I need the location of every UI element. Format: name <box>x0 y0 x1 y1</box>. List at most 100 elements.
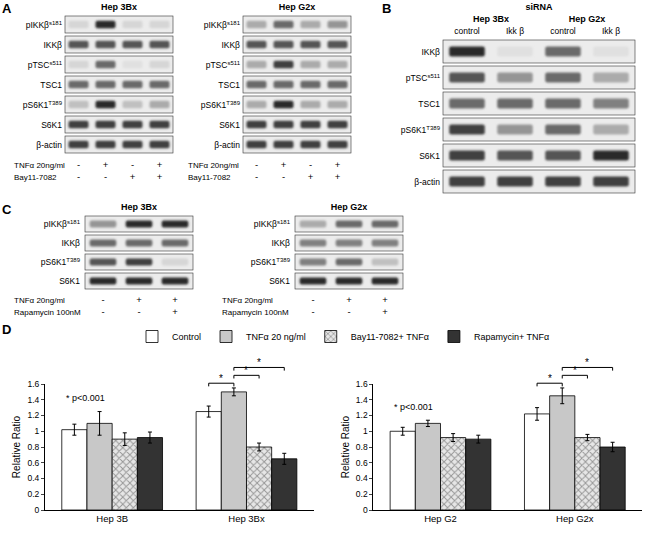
svg-text:1.4: 1.4 <box>356 395 368 405</box>
svg-text:pS6K1T389: pS6K1T389 <box>251 257 291 267</box>
svg-text:+: + <box>172 306 178 317</box>
svg-text:+: + <box>157 159 163 170</box>
svg-text:0.8: 0.8 <box>356 442 368 452</box>
svg-text:0.2: 0.2 <box>356 489 368 499</box>
svg-text:B: B <box>382 1 391 16</box>
svg-text:Bay11-7082+ TNFα: Bay11-7082+ TNFα <box>351 332 429 342</box>
svg-text:pIKKβs181: pIKKβs181 <box>204 20 241 30</box>
svg-text:Hep 3Bx: Hep 3Bx <box>473 14 509 24</box>
svg-text:+: + <box>335 159 341 170</box>
svg-text:-: - <box>309 159 312 170</box>
svg-text:-: - <box>255 171 258 182</box>
svg-text:Rapamycin 100nM: Rapamycin 100nM <box>222 308 289 317</box>
svg-text:+: + <box>136 294 142 305</box>
svg-text:control: control <box>550 26 576 36</box>
svg-text:*: * <box>219 373 223 384</box>
svg-text:-: - <box>347 306 350 317</box>
svg-text:pTSCs511: pTSCs511 <box>406 73 441 83</box>
svg-text:+: + <box>308 171 314 182</box>
svg-text:Hep G2x: Hep G2x <box>556 513 594 524</box>
svg-text:*: * <box>548 373 552 384</box>
svg-text:pS6K1T389: pS6K1T389 <box>201 100 241 110</box>
svg-text:-: - <box>255 159 258 170</box>
svg-text:*: * <box>573 365 577 376</box>
svg-text:Bay11-7082: Bay11-7082 <box>14 173 57 182</box>
svg-text:0.6: 0.6 <box>356 458 368 468</box>
svg-text:Relative Ratio: Relative Ratio <box>340 415 351 478</box>
svg-text:TSC1: TSC1 <box>218 80 240 90</box>
svg-text:-: - <box>77 159 80 170</box>
svg-text:+: + <box>346 294 352 305</box>
svg-text:-: - <box>311 294 314 305</box>
svg-text:-: - <box>131 159 134 170</box>
svg-text:Hep 3Bx: Hep 3Bx <box>228 513 265 524</box>
svg-text:* p<0.001: * p<0.001 <box>66 393 105 403</box>
svg-text:Relative Ratio: Relative Ratio <box>11 415 22 478</box>
svg-text:0: 0 <box>363 505 368 515</box>
svg-text:pTSCs511: pTSCs511 <box>206 60 241 70</box>
svg-text:+: + <box>157 171 163 182</box>
svg-text:*: * <box>244 365 248 376</box>
svg-text:-: - <box>311 306 314 317</box>
svg-text:pIKKβs181: pIKKβs181 <box>26 20 63 30</box>
svg-text:Rapamycin+ TNFα: Rapamycin+ TNFα <box>474 332 549 342</box>
svg-text:Hep 3Bx: Hep 3Bx <box>121 202 157 212</box>
svg-text:A: A <box>2 1 12 16</box>
svg-text:1.2: 1.2 <box>356 410 368 420</box>
svg-text:Hep G2: Hep G2 <box>424 513 457 524</box>
svg-text:1.4: 1.4 <box>27 395 39 405</box>
svg-text:siRNA: siRNA <box>525 2 553 12</box>
svg-text:TNFα 20ng/ml: TNFα 20ng/ml <box>222 296 273 305</box>
svg-text:Hep G2x: Hep G2x <box>279 2 316 12</box>
svg-text:1.6: 1.6 <box>27 379 39 389</box>
svg-text:1.2: 1.2 <box>27 410 39 420</box>
svg-text:pS6K1T389: pS6K1T389 <box>41 257 81 267</box>
svg-text:+: + <box>103 159 109 170</box>
svg-text:β-actin: β-actin <box>214 140 240 150</box>
svg-text:TNFα 20ng/ml: TNFα 20ng/ml <box>14 161 65 170</box>
svg-text:1: 1 <box>363 426 368 436</box>
svg-text:IKKβ: IKKβ <box>61 238 80 248</box>
svg-text:-: - <box>137 306 140 317</box>
svg-text:Bay11-7082: Bay11-7082 <box>188 173 231 182</box>
svg-text:IKKβ: IKKβ <box>43 40 62 50</box>
svg-text:0.4: 0.4 <box>356 473 368 483</box>
svg-text:IKKβ: IKKβ <box>421 47 440 57</box>
svg-text:+: + <box>130 171 136 182</box>
svg-text:Hep 3B: Hep 3B <box>96 513 128 524</box>
svg-text:+: + <box>382 294 388 305</box>
svg-text:Ikk β: Ikk β <box>506 26 524 36</box>
svg-text:0.6: 0.6 <box>27 458 39 468</box>
svg-text:S6K1: S6K1 <box>269 276 290 286</box>
svg-text:D: D <box>2 322 11 337</box>
svg-text:pTSCs511: pTSCs511 <box>28 60 63 70</box>
svg-text:-: - <box>77 171 80 182</box>
svg-text:TNFα 20ng/ml: TNFα 20ng/ml <box>188 161 239 170</box>
svg-text:-: - <box>101 306 104 317</box>
svg-text:Hep 3Bx: Hep 3Bx <box>101 2 137 12</box>
svg-text:+: + <box>382 306 388 317</box>
svg-text:S6K1: S6K1 <box>59 276 80 286</box>
svg-text:β-actin: β-actin <box>414 177 440 187</box>
svg-text:+: + <box>335 171 341 182</box>
svg-text:IKKβ: IKKβ <box>271 238 290 248</box>
svg-text:1: 1 <box>35 426 40 436</box>
svg-text:+: + <box>281 159 287 170</box>
svg-text:-: - <box>101 294 104 305</box>
svg-text:pS6K1T389: pS6K1T389 <box>23 100 63 110</box>
svg-text:TNFα 20ng/ml: TNFα 20ng/ml <box>14 296 65 305</box>
svg-text:pIKKβs181: pIKKβs181 <box>44 219 81 229</box>
svg-text:pIKKβs181: pIKKβs181 <box>254 219 291 229</box>
svg-text:Ikk β: Ikk β <box>602 26 620 36</box>
svg-text:IKKβ: IKKβ <box>221 40 240 50</box>
svg-text:control: control <box>454 26 480 36</box>
svg-text:* p<0.001: * p<0.001 <box>394 402 433 412</box>
svg-text:*: * <box>585 357 589 368</box>
svg-text:pS6K1T389: pS6K1T389 <box>401 125 441 135</box>
svg-text:Hep G2x: Hep G2x <box>331 202 368 212</box>
svg-text:β-actin: β-actin <box>36 140 62 150</box>
svg-text:*: * <box>257 357 261 368</box>
svg-text:TSC1: TSC1 <box>418 99 440 109</box>
svg-text:Rapamycin 100nM: Rapamycin 100nM <box>14 308 81 317</box>
svg-text:TNFα 20 ng/ml: TNFα 20 ng/ml <box>246 332 306 342</box>
